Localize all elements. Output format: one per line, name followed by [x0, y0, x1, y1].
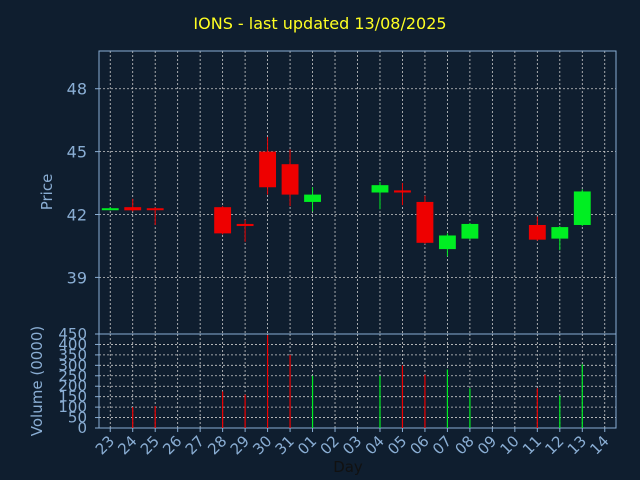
- volume-tick-label: 450: [58, 325, 87, 343]
- volume-panel-frame: [98, 333, 617, 429]
- candle-body: [281, 164, 299, 195]
- candle-body: [101, 208, 119, 211]
- price-tick-label: 45: [67, 143, 87, 162]
- price-grid: [99, 51, 616, 334]
- candle-body: [528, 224, 546, 240]
- candle-body: [146, 208, 164, 211]
- candle-body: [394, 190, 411, 193]
- candle-body: [124, 207, 142, 211]
- price-axis-ticks: 39 42 45 48: [67, 80, 99, 287]
- volume-tick-label: 200: [58, 377, 87, 395]
- volume-tick-label: 0: [77, 419, 87, 437]
- candle-body: [259, 151, 277, 188]
- volume-bars: [132, 335, 583, 428]
- x-tick-label: 14: [586, 432, 612, 458]
- volume-tick-label: 150: [58, 388, 87, 406]
- chart-title: IONS - last updated 13/08/2025: [193, 14, 447, 33]
- candle-body: [573, 191, 591, 225]
- price-tick-label: 42: [67, 206, 87, 225]
- volume-tick-label: 400: [58, 335, 87, 353]
- price-axis-label: Price: [38, 174, 56, 211]
- candle-body: [416, 201, 434, 243]
- candle-body: [371, 185, 389, 193]
- volume-tick-label: 300: [58, 356, 87, 374]
- candle-body: [551, 227, 569, 239]
- price-tick-label: 48: [67, 80, 87, 99]
- candle-body: [461, 223, 479, 239]
- volume-tick-label: 350: [58, 346, 87, 364]
- price-tick-label: 39: [67, 268, 87, 287]
- candle-body: [304, 194, 321, 202]
- volume-grid: [99, 333, 616, 429]
- volume-tick-label: 50: [68, 409, 87, 427]
- candles: [101, 136, 591, 257]
- volume-tick-label: 250: [58, 367, 87, 385]
- volume-axis-label: Volume (0000): [28, 326, 46, 436]
- volume-tick-label: 100: [58, 398, 87, 416]
- x-axis-ticks: 2324252627282930310102030405060708091011…: [92, 428, 613, 458]
- candle-body: [214, 207, 232, 234]
- x-axis-label: Day: [333, 458, 363, 476]
- candle-body: [438, 235, 456, 250]
- candle-body: [236, 223, 254, 227]
